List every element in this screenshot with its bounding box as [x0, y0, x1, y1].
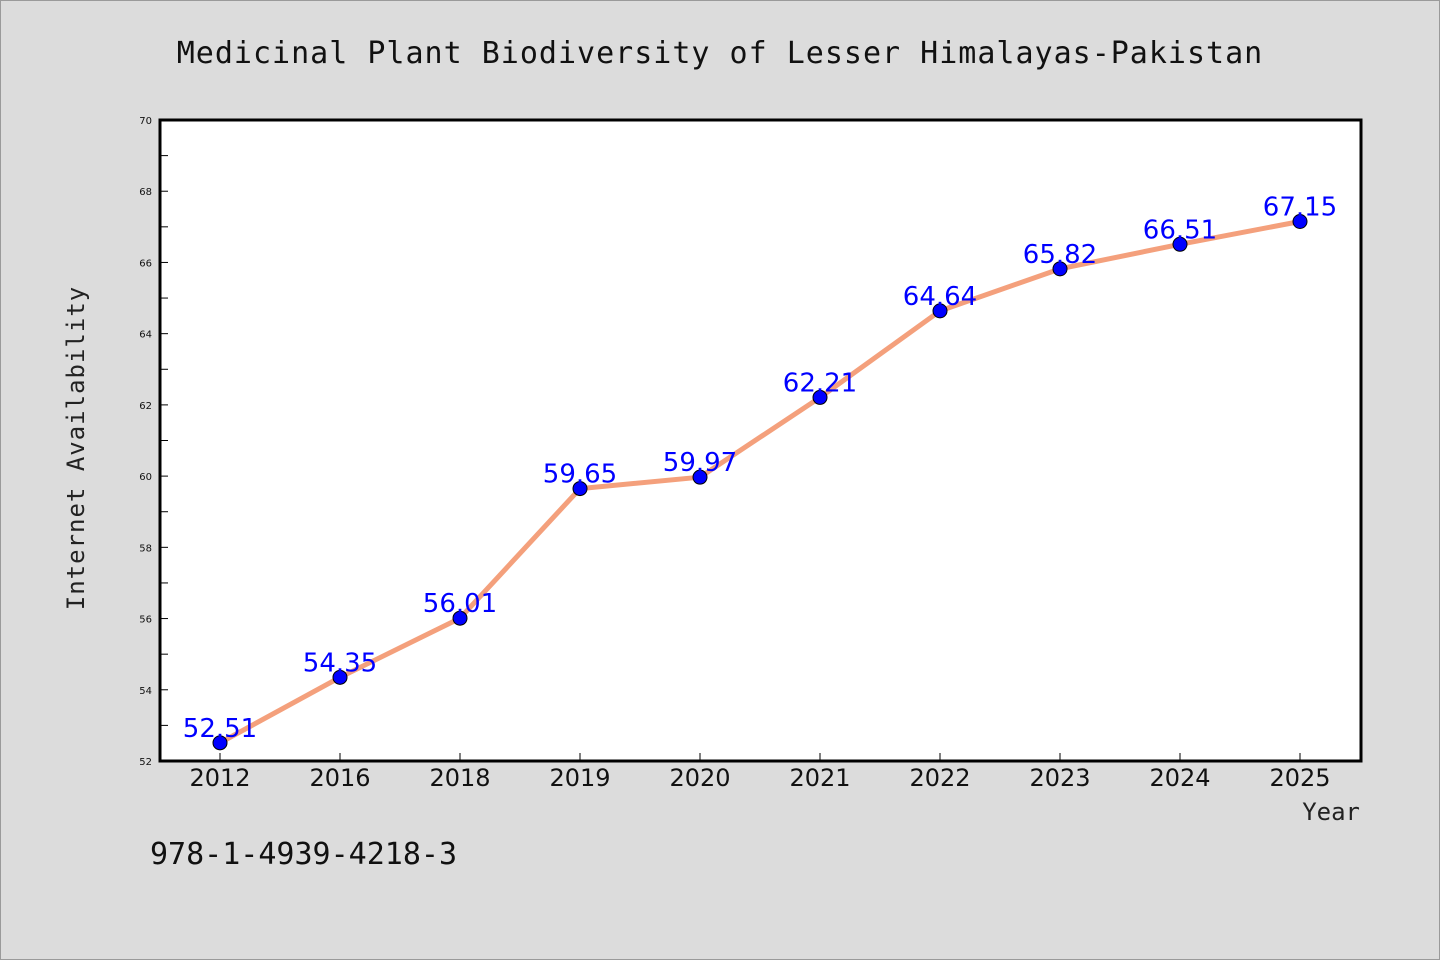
data-label: 66.51 [1143, 215, 1217, 245]
y-tick-label: 60 [139, 472, 152, 483]
data-label: 56.01 [423, 589, 497, 619]
data-point [932, 303, 948, 319]
y-tick-label: 68 [139, 187, 152, 198]
x-tick-label: 2018 [429, 764, 490, 792]
y-tick-label: 66 [139, 258, 152, 269]
data-label: 67.15 [1263, 192, 1337, 222]
data-label: 65.82 [1023, 240, 1097, 270]
y-axis-label: Internet Availability [62, 286, 90, 610]
x-tick-label: 2023 [1029, 764, 1090, 792]
y-tick-label: 56 [139, 615, 152, 626]
data-label: 52.51 [183, 714, 257, 744]
data-point [692, 469, 708, 485]
y-tick-label: 54 [139, 686, 152, 697]
isbn-text: 978-1-4939-4218-3 [150, 837, 457, 872]
x-axis: 2012 2016 2018 2019 2020 2021 2022 2023 2024 2025 [189, 753, 1331, 792]
x-axis-label: Year [1302, 798, 1360, 826]
data-label: 59.97 [663, 448, 737, 478]
y-tick-label: 70 [139, 116, 152, 127]
x-tick-label: 2019 [549, 764, 610, 792]
plot-area [158, 118, 1363, 763]
data-point [212, 735, 228, 751]
data-label: 54.35 [303, 648, 377, 678]
data-point [452, 610, 468, 626]
data-point [572, 481, 588, 497]
x-tick-label: 2012 [189, 764, 250, 792]
series-points [212, 213, 1308, 751]
data-point [1172, 236, 1188, 252]
series-polyline [217, 218, 1303, 746]
data-point [332, 669, 348, 685]
data-labels: 52.51 54.35 56.01 59.65 59.97 62.21 64.64 65.82… [183, 192, 1337, 743]
y-tick-label: 58 [139, 543, 152, 554]
data-label: 62.21 [783, 368, 857, 398]
data-label: 59.65 [543, 460, 617, 490]
chart-title: Medicinal Plant Biodiversity of Lesser H… [177, 36, 1264, 71]
series-line [217, 218, 1303, 746]
x-tick-label: 2022 [909, 764, 970, 792]
y-tick-label: 62 [139, 401, 152, 412]
x-tick-label: 2020 [669, 764, 730, 792]
x-tick-label: 2021 [789, 764, 850, 792]
data-point [812, 389, 828, 405]
y-tick-label: 52 [139, 757, 152, 768]
y-axis: 52 54 56 58 60 62 64 66 68 70 [139, 116, 168, 768]
data-point [1052, 261, 1068, 277]
x-tick-label: 2024 [1149, 764, 1210, 792]
x-tick-label: 2016 [309, 764, 370, 792]
y-tick-label: 64 [139, 330, 152, 341]
data-label: 64.64 [903, 282, 977, 312]
data-point [1292, 213, 1308, 229]
x-tick-label: 2025 [1269, 764, 1330, 792]
